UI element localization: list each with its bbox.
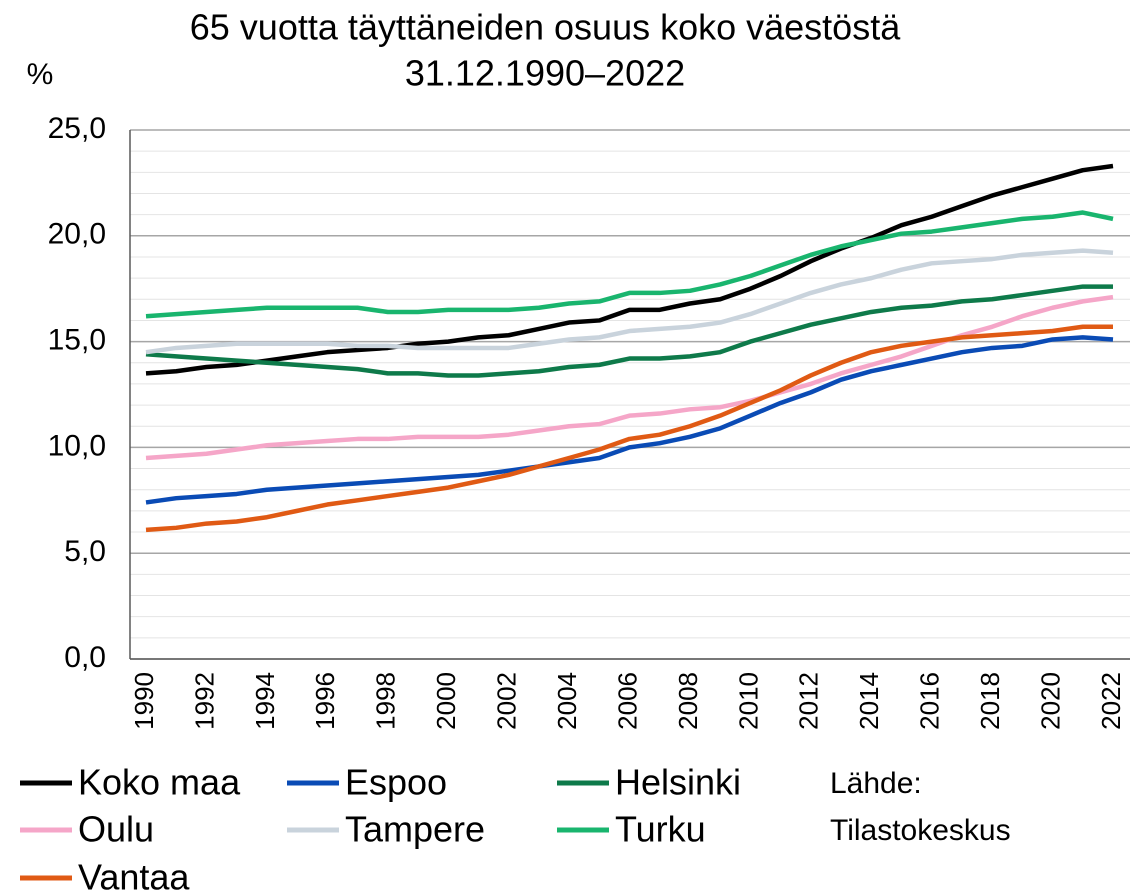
- x-tick-label: 1992: [189, 672, 219, 730]
- x-tick-label: 2002: [492, 672, 522, 730]
- x-tick-label: 2000: [431, 672, 461, 730]
- x-tick-label: 2006: [612, 672, 642, 730]
- x-tick-label: 2008: [673, 672, 703, 730]
- x-tick-label: 2004: [552, 672, 582, 730]
- x-tick-label: 2014: [854, 672, 884, 730]
- legend-label: Turku: [615, 809, 706, 850]
- legend-label: Oulu: [78, 809, 154, 850]
- x-tick-label: 2020: [1035, 672, 1065, 730]
- x-tick-label: 1990: [129, 672, 159, 730]
- y-tick-label: 25,0: [48, 112, 106, 145]
- x-tick-label: 2010: [733, 672, 763, 730]
- x-tick-label: 1996: [310, 672, 340, 730]
- y-tick-label: 20,0: [48, 218, 106, 251]
- y-tick-label: 10,0: [48, 429, 106, 462]
- source-note: Tilastokeskus: [830, 814, 1011, 847]
- series-line: [145, 324, 1113, 533]
- x-tick-label: 1998: [371, 672, 401, 730]
- y-tick-label: 5,0: [64, 535, 106, 568]
- series-line: [145, 210, 1114, 319]
- x-tick-label: 1994: [250, 672, 280, 730]
- x-tick-label: 2016: [915, 672, 945, 730]
- x-tick-label: 2022: [1096, 672, 1126, 730]
- legend-label: Espoo: [345, 762, 447, 803]
- y-tick-label: 15,0: [48, 324, 106, 357]
- chart-title: 65 vuotta täyttäneiden osuus koko väestö…: [190, 7, 901, 48]
- series-line: [145, 248, 1114, 355]
- legend-label: Helsinki: [615, 762, 741, 803]
- legend-label: Tampere: [345, 809, 485, 850]
- y-tick-label: 0,0: [64, 641, 106, 674]
- x-tick-label: 2018: [975, 672, 1005, 730]
- series-line: [145, 294, 1114, 461]
- series-line: [145, 335, 1114, 505]
- legend-label: Koko maa: [78, 762, 241, 803]
- source-note: Lähde:: [830, 767, 922, 800]
- y-axis-label: %: [27, 58, 54, 91]
- series-line: [145, 163, 1114, 376]
- x-tick-label: 2012: [794, 672, 824, 730]
- series-line: [145, 284, 1113, 378]
- legend-label: Vantaa: [78, 857, 190, 892]
- chart-subtitle: 31.12.1990–2022: [405, 53, 685, 94]
